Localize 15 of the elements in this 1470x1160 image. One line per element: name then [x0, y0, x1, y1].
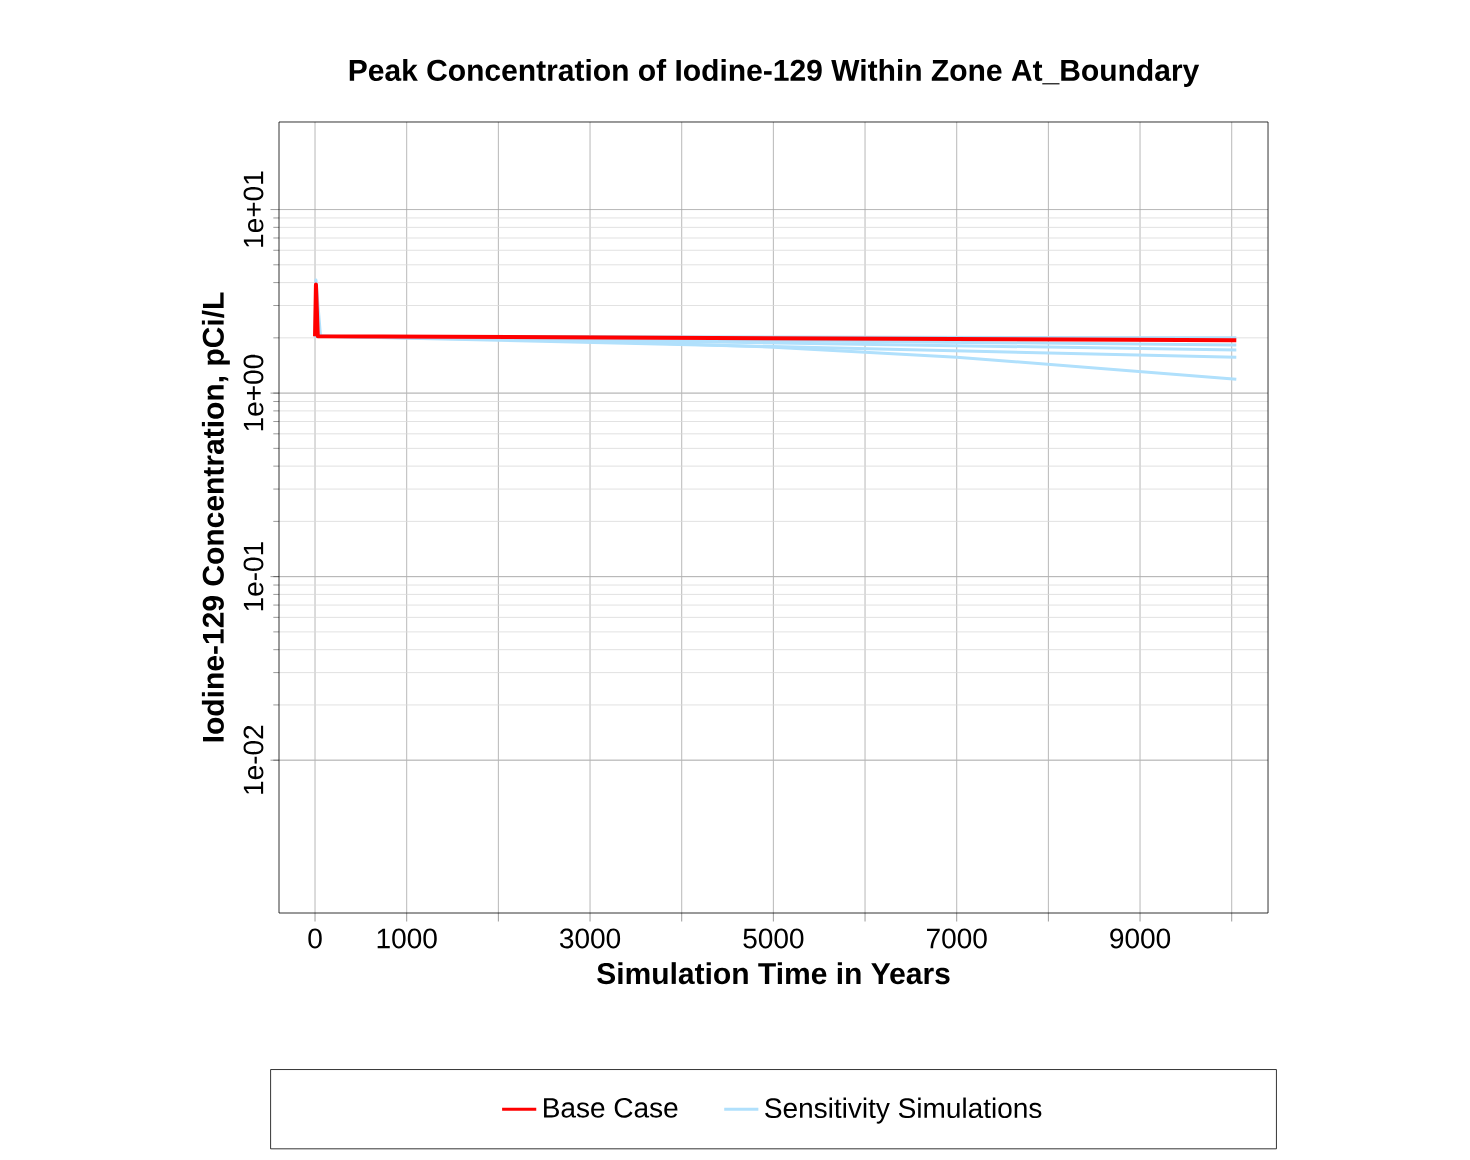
legend-label: Sensitivity Simulations: [765, 1097, 1042, 1124]
legend-label: Base Case: [544, 1097, 678, 1118]
x-tick-label: 1000: [377, 928, 437, 949]
x-axis-title: Simulation Time in Years: [597, 962, 950, 985]
x-tick-label: 7000: [927, 928, 987, 949]
y-tick-label: 1e-02: [243, 725, 264, 794]
x-tick-label: 5000: [743, 928, 804, 949]
y-tick-label: 1e-01: [243, 542, 264, 611]
x-tick-label: 0: [308, 928, 322, 949]
y-tick-label: 1e+00: [243, 354, 264, 431]
y-axis-title: Iodine-129 Concentration, pCi/L: [201, 292, 230, 742]
y-tick-label: 1e+01: [243, 171, 264, 247]
chart-title: Peak Concentration of Iodine-129 Within Zone At_Boundary: [349, 58, 1200, 87]
x-tick-label: 3000: [559, 928, 621, 949]
x-tick-label: 9000: [1110, 928, 1171, 949]
